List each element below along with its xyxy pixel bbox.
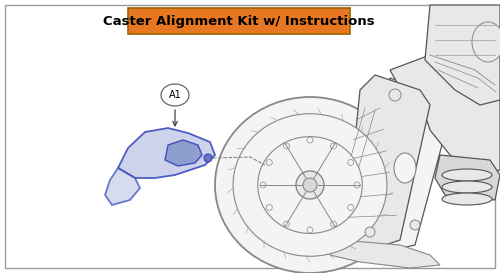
Polygon shape — [390, 55, 500, 175]
Polygon shape — [425, 5, 500, 105]
Circle shape — [389, 89, 401, 101]
Ellipse shape — [442, 193, 492, 205]
Ellipse shape — [266, 159, 272, 165]
Ellipse shape — [460, 7, 500, 77]
Polygon shape — [340, 75, 430, 250]
Polygon shape — [165, 140, 202, 166]
Ellipse shape — [442, 169, 492, 181]
Circle shape — [410, 220, 420, 230]
FancyBboxPatch shape — [128, 8, 350, 34]
Ellipse shape — [161, 84, 189, 106]
Polygon shape — [105, 168, 140, 205]
Text: A1: A1 — [168, 90, 181, 100]
Ellipse shape — [284, 221, 290, 227]
Ellipse shape — [258, 136, 362, 233]
Ellipse shape — [233, 114, 387, 256]
Ellipse shape — [260, 182, 266, 188]
Ellipse shape — [303, 178, 317, 192]
Polygon shape — [118, 128, 215, 178]
Ellipse shape — [284, 143, 290, 149]
Ellipse shape — [330, 221, 336, 227]
Ellipse shape — [472, 22, 500, 62]
Ellipse shape — [296, 171, 324, 199]
Polygon shape — [435, 155, 500, 200]
Ellipse shape — [307, 227, 313, 233]
Ellipse shape — [394, 153, 416, 183]
Circle shape — [204, 154, 212, 162]
Text: Caster Alignment Kit w/ Instructions: Caster Alignment Kit w/ Instructions — [103, 14, 375, 28]
Ellipse shape — [266, 204, 272, 210]
Ellipse shape — [330, 143, 336, 149]
Polygon shape — [360, 78, 450, 252]
Ellipse shape — [348, 159, 354, 165]
Polygon shape — [330, 240, 440, 268]
Ellipse shape — [354, 182, 360, 188]
Ellipse shape — [307, 137, 313, 143]
Ellipse shape — [348, 204, 354, 210]
Circle shape — [365, 227, 375, 237]
Ellipse shape — [215, 97, 405, 273]
Ellipse shape — [442, 181, 492, 193]
